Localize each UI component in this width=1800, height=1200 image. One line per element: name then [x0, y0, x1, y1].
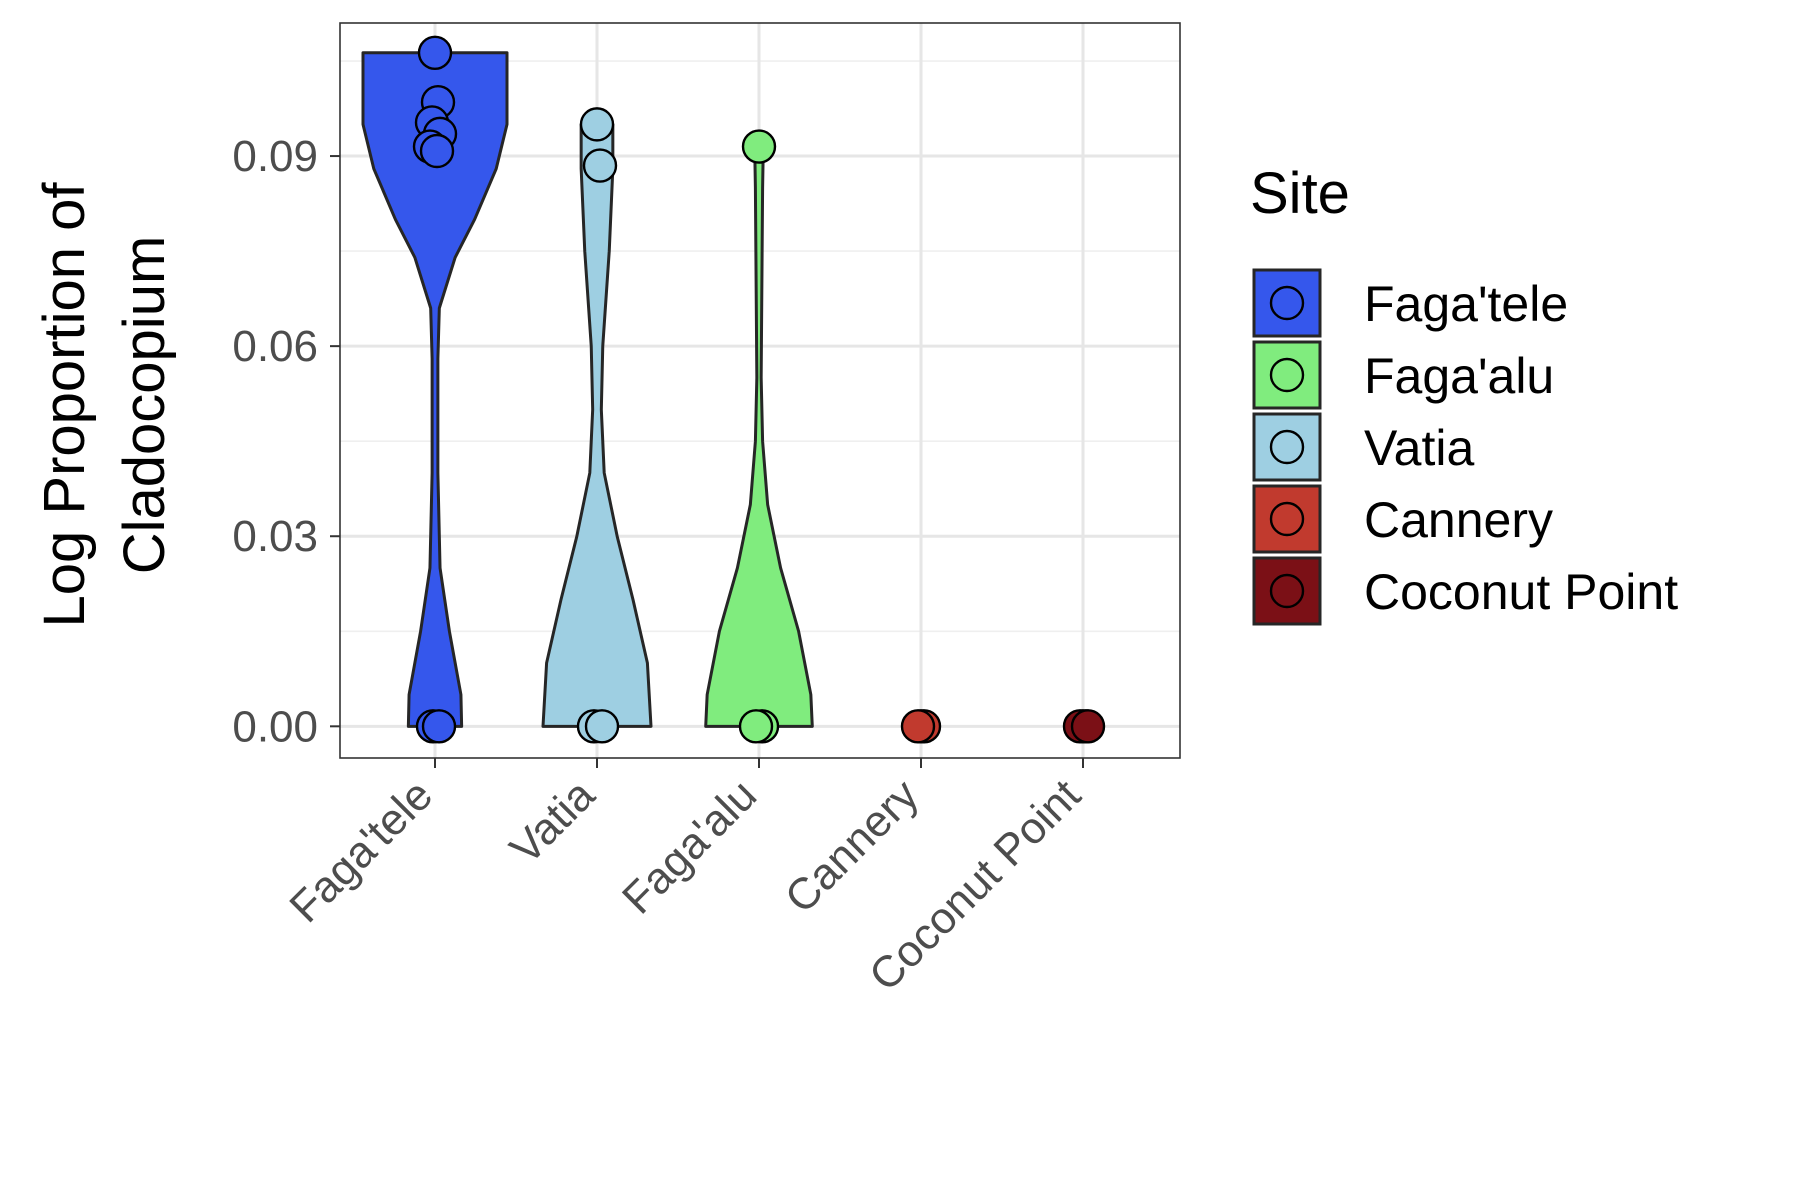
data-point: [584, 709, 620, 744]
y-tick-label: 0.09: [232, 132, 318, 181]
point-layer: [412, 35, 1106, 744]
violin-layer: [361, 51, 814, 728]
data-point: [579, 107, 615, 142]
legend-label: Faga'tele: [1364, 276, 1568, 332]
y-tick-label: 0.00: [232, 702, 318, 751]
y-axis-title-line2: Cladocopium: [112, 236, 177, 575]
data-point: [417, 35, 453, 70]
legend-title: Site: [1250, 161, 1350, 226]
legend-key-point: [1269, 573, 1305, 609]
data-point: [738, 709, 774, 744]
data-point: [741, 129, 777, 164]
legend-key-point: [1269, 357, 1305, 393]
data-point: [419, 133, 455, 169]
y-tick-label: 0.06: [232, 322, 318, 371]
violin-faga-tele: [361, 51, 509, 728]
violin-faga-alu: [704, 145, 814, 728]
y-tick-label: 0.03: [232, 512, 318, 561]
legend-items: Faga'tele Faga'alu Vatia Cannery Coconut Poi…: [1252, 268, 1678, 626]
y-axis-title-line1: Log Proportion of: [32, 182, 97, 628]
legend-label: Cannery: [1364, 492, 1553, 548]
legend-label: Vatia: [1364, 420, 1474, 476]
data-point: [421, 709, 457, 744]
legend-key-point: [1269, 501, 1305, 537]
legend-key-point: [1269, 429, 1305, 465]
data-point: [582, 148, 618, 183]
legend-label: Faga'alu: [1364, 348, 1554, 404]
legend-label: Coconut Point: [1364, 564, 1678, 620]
violin-vatia: [541, 122, 653, 728]
legend: Site Faga'tele Faga'alu Vatia Cannery Coconu…: [1250, 161, 1678, 626]
data-point: [1070, 709, 1106, 744]
data-point: [900, 709, 936, 744]
legend-key-point: [1269, 285, 1305, 321]
